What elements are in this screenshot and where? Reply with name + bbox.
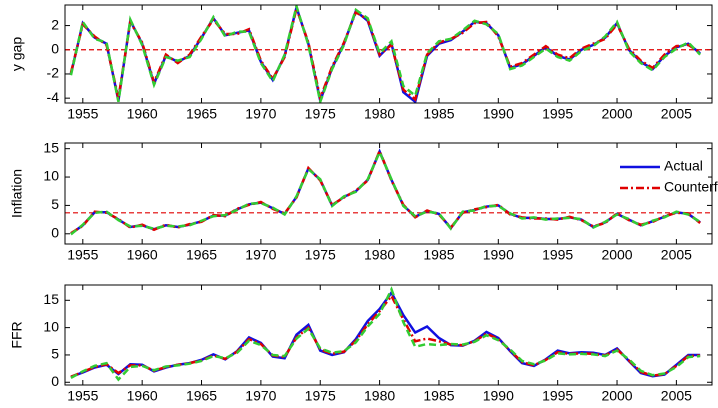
plot-frame bbox=[64, 4, 713, 104]
legend-label: Actual bbox=[664, 158, 703, 174]
y-tick-label: 5 bbox=[51, 346, 59, 362]
y-tick-label: -4 bbox=[47, 89, 60, 105]
x-tick-label: 2000 bbox=[601, 388, 632, 404]
x-tick-label: 1955 bbox=[67, 247, 98, 263]
y-tick-label: 10 bbox=[43, 168, 59, 184]
y-tick-label: 15 bbox=[43, 139, 59, 155]
x-tick-label: 1990 bbox=[483, 247, 514, 263]
series-line bbox=[70, 293, 701, 378]
x-tick-label: 1995 bbox=[542, 388, 573, 404]
x-tick-label: 1985 bbox=[423, 388, 454, 404]
plot-frame bbox=[64, 142, 713, 245]
x-tick-label: 1980 bbox=[364, 388, 395, 404]
x-tick-label: 2000 bbox=[601, 106, 632, 122]
x-tick-label: 1965 bbox=[186, 106, 217, 122]
series-line bbox=[69, 5, 701, 103]
x-tick-label: 1960 bbox=[127, 388, 158, 404]
x-tick-label: 1995 bbox=[542, 247, 573, 263]
x-tick-label: 1975 bbox=[305, 388, 336, 404]
x-tick-label: 1985 bbox=[423, 106, 454, 122]
y-tick-label: 0 bbox=[51, 373, 59, 389]
series-line bbox=[70, 286, 701, 382]
y-tick-label: 0 bbox=[51, 224, 59, 240]
y-axis-label: Inflation bbox=[9, 169, 25, 218]
x-tick-label: 2005 bbox=[661, 247, 692, 263]
y-axis-label: FFR bbox=[9, 321, 25, 348]
x-tick-label: 1995 bbox=[542, 106, 573, 122]
x-tick-label: 1980 bbox=[364, 106, 395, 122]
y-tick-label: 2 bbox=[51, 16, 59, 32]
x-tick-label: 2000 bbox=[601, 247, 632, 263]
series-line bbox=[69, 5, 702, 103]
x-tick-label: 1980 bbox=[364, 247, 395, 263]
x-tick-label: 1955 bbox=[67, 388, 98, 404]
x-tick-label: 1985 bbox=[423, 247, 454, 263]
x-tick-label: 1970 bbox=[245, 247, 276, 263]
plot-frame bbox=[64, 284, 713, 386]
y-tick-label: 15 bbox=[43, 291, 59, 307]
y-axis-label: y gap bbox=[9, 37, 25, 71]
legend-box bbox=[614, 153, 708, 201]
x-tick-label: 1990 bbox=[483, 106, 514, 122]
x-tick-label: 1990 bbox=[483, 388, 514, 404]
series-line bbox=[70, 148, 701, 236]
x-tick-label: 1970 bbox=[245, 388, 276, 404]
x-tick-label: 2005 bbox=[661, 388, 692, 404]
x-tick-label: 1975 bbox=[305, 106, 336, 122]
x-tick-label: 1965 bbox=[186, 388, 217, 404]
legend-label: Counterf bbox=[664, 179, 718, 195]
x-tick-label: 1955 bbox=[67, 106, 98, 122]
x-tick-label: 1965 bbox=[186, 247, 217, 263]
y-tick-label: 0 bbox=[51, 40, 59, 56]
x-tick-label: 1970 bbox=[245, 106, 276, 122]
y-tick-label: -2 bbox=[47, 65, 60, 81]
x-tick-label: 1960 bbox=[127, 106, 158, 122]
x-tick-label: 2005 bbox=[661, 106, 692, 122]
y-tick-label: 10 bbox=[43, 318, 59, 334]
x-tick-label: 1975 bbox=[305, 247, 336, 263]
x-tick-label: 1960 bbox=[127, 247, 158, 263]
y-tick-label: 5 bbox=[51, 196, 59, 212]
